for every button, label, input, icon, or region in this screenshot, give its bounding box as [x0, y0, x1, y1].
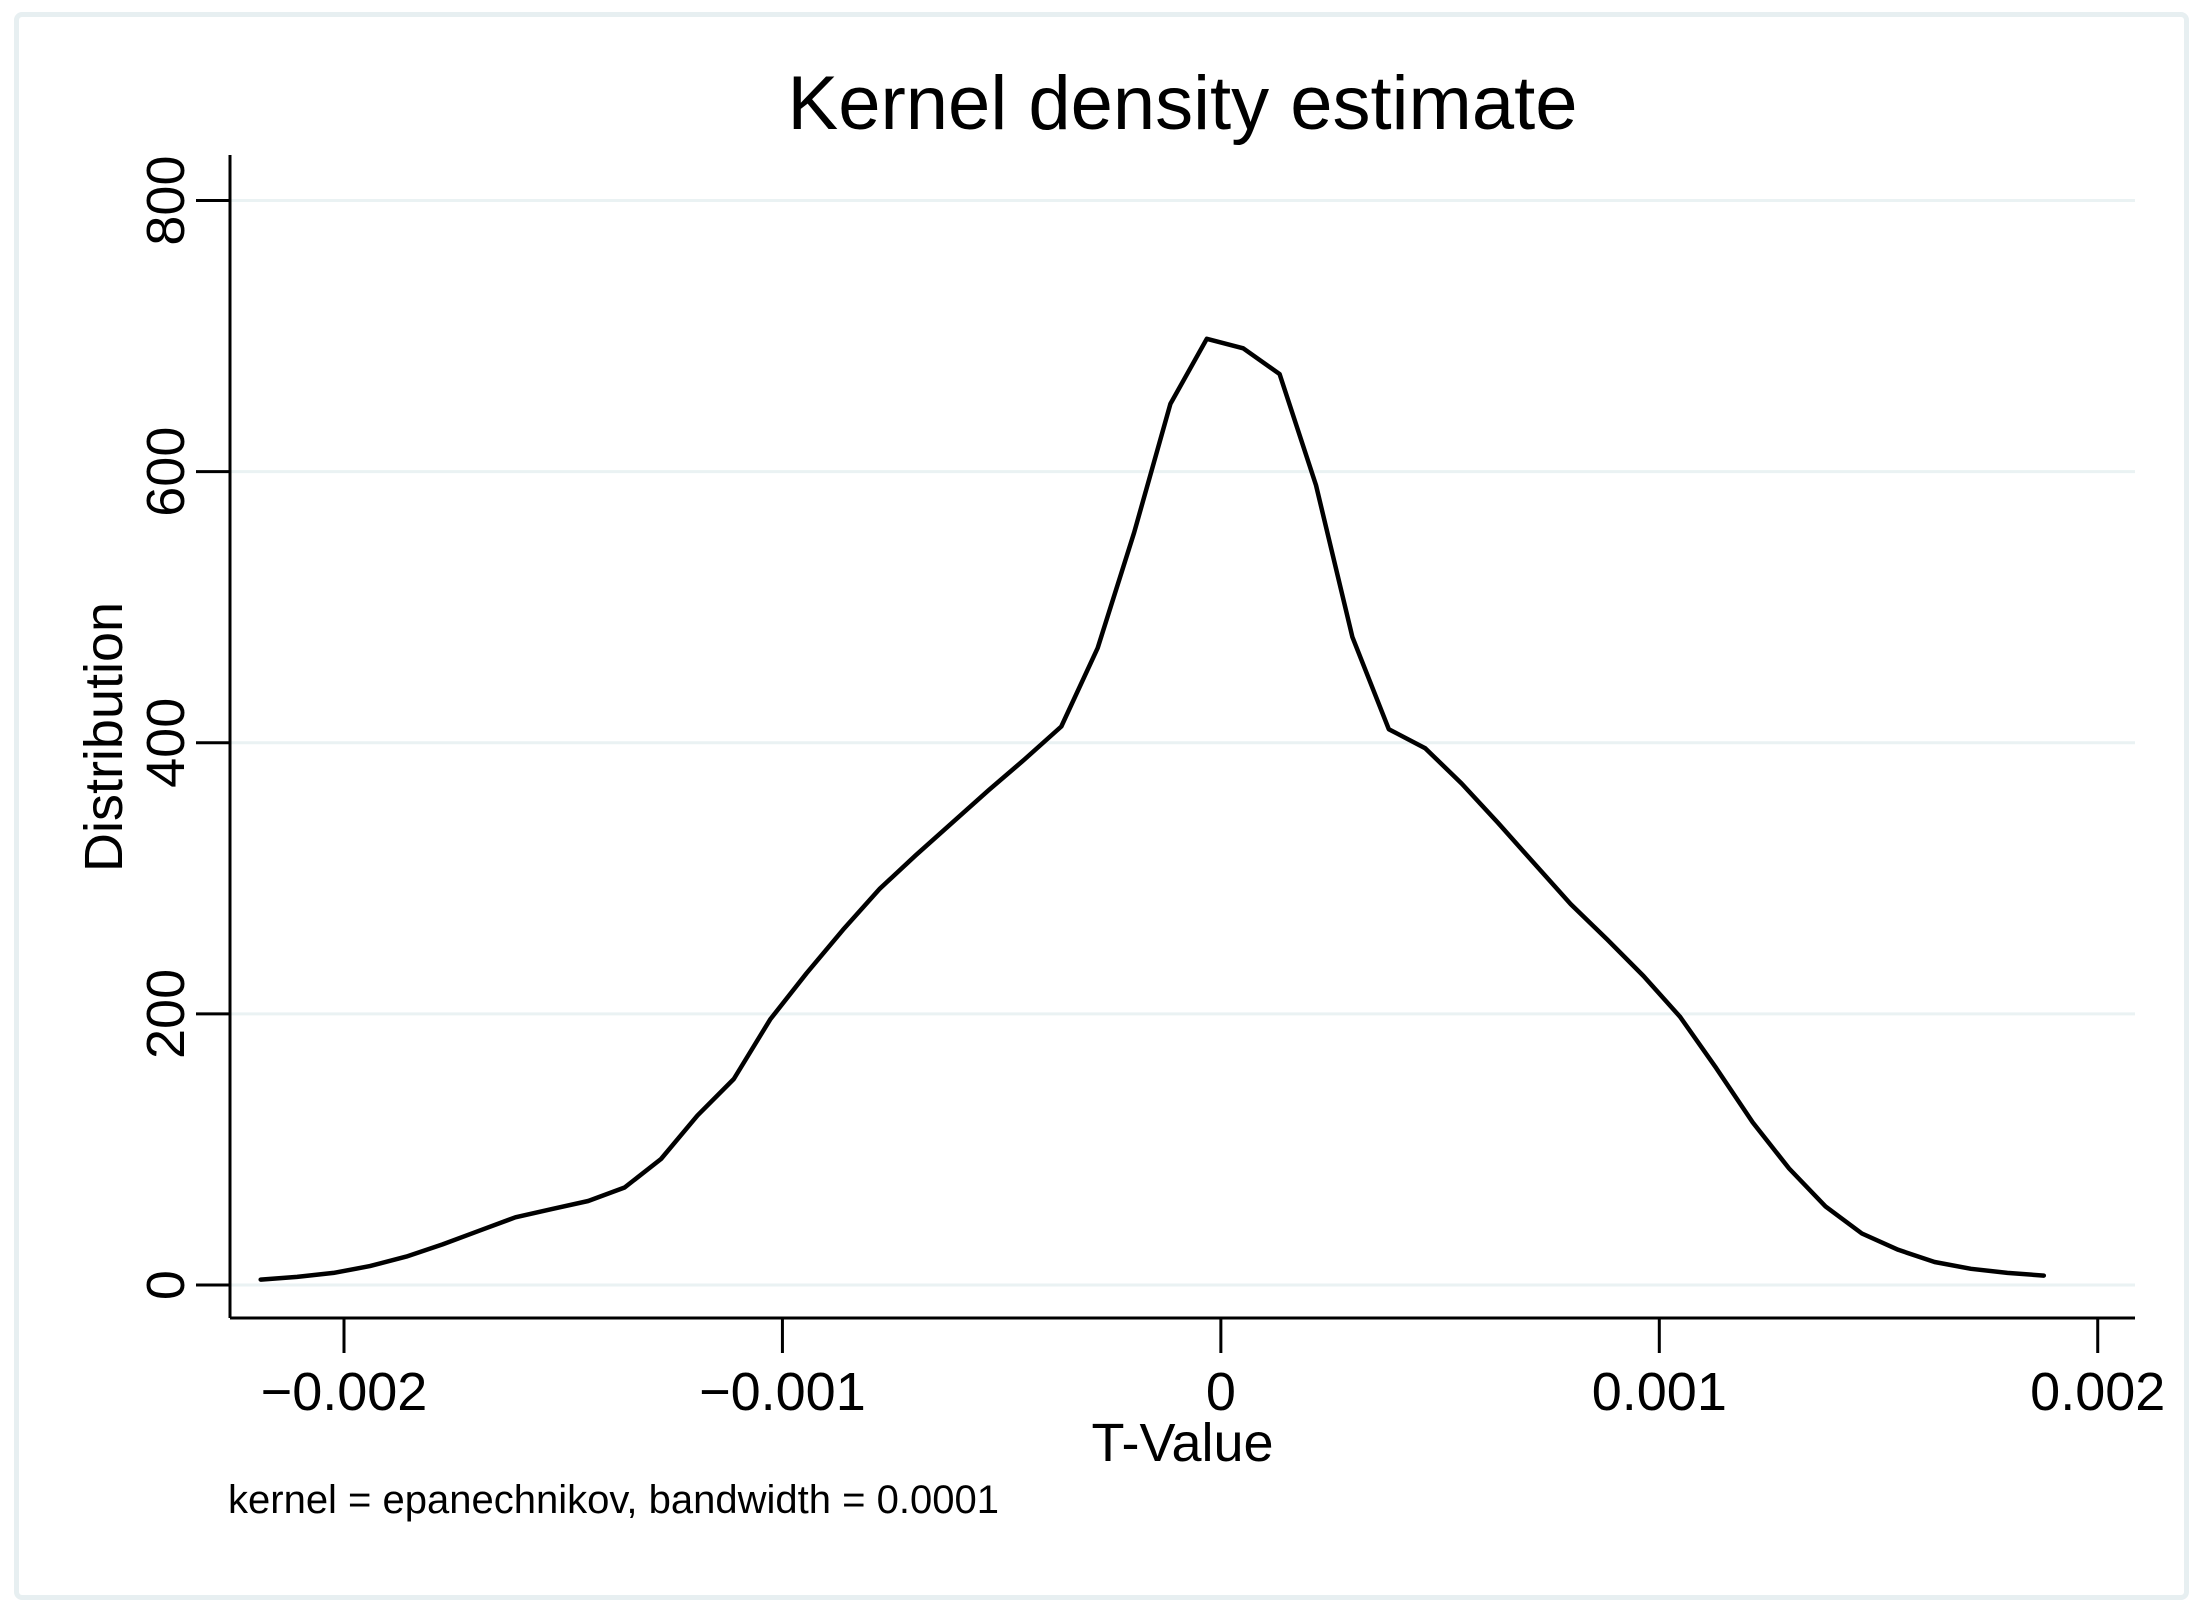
y-tick-label: 800: [136, 155, 196, 245]
x-tick-label: 0.001: [1592, 1362, 1727, 1422]
kernel-bandwidth-note: kernel = epanechnikov, bandwidth = 0.000…: [228, 1478, 999, 1522]
y-tick-label: 400: [136, 698, 196, 788]
x-axis-title: T-Value: [1091, 1413, 1274, 1473]
x-tick-label: −0.002: [261, 1362, 428, 1422]
x-tick-label: −0.001: [699, 1362, 866, 1422]
chart-title: Kernel density estimate: [787, 61, 1578, 146]
y-tick-label: 0: [136, 1270, 196, 1300]
kernel-density-curve: [258, 336, 2047, 1282]
y-tick-label: 200: [136, 969, 196, 1059]
y-axis-title: Distribution: [74, 601, 134, 873]
x-tick-label: 0.002: [2030, 1362, 2165, 1422]
y-tick-label: 600: [136, 427, 196, 517]
x-tick-label: 0: [1206, 1362, 1236, 1422]
